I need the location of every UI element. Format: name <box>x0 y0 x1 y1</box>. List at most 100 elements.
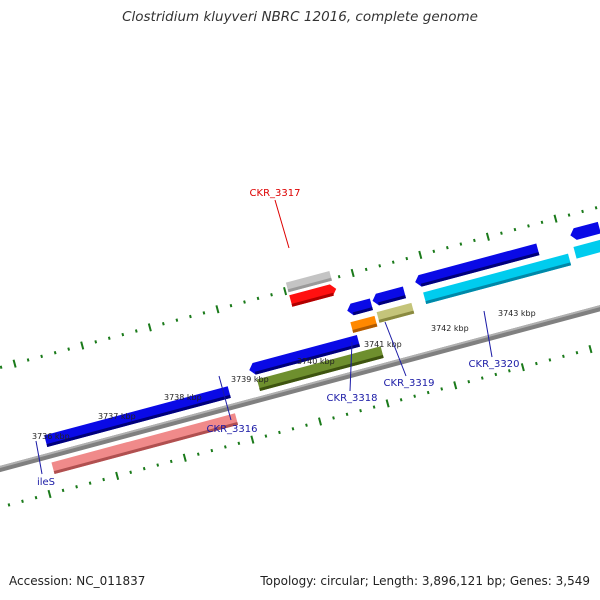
ruler-tick <box>88 481 92 485</box>
ruler-tick <box>500 231 503 235</box>
ruler-tick <box>372 405 376 409</box>
ruler-tick <box>364 267 368 272</box>
genome-summary-text: Topology: circular; Length: 3,896,121 bp… <box>260 574 590 588</box>
ruler-tick <box>270 293 273 297</box>
ruler-tick <box>53 351 57 355</box>
ruler-tick <box>229 303 233 308</box>
gene-CKR_3316[interactable] <box>248 335 360 376</box>
chromosome-backbone-highlight <box>0 227 600 476</box>
ruler-tick <box>21 499 24 503</box>
gene-label-CKR_3317[interactable]: CKR_3317 <box>250 188 301 199</box>
ruler-tick <box>94 340 98 344</box>
ruler-tick <box>391 260 395 264</box>
ruler-tick <box>61 488 65 493</box>
gene-labels[interactable]: CKR_3317 CKR_3316 CKR_3318 CKR_3319 CKR_… <box>37 188 520 488</box>
ruler-tick <box>175 318 179 322</box>
ruler-tick <box>540 220 544 225</box>
ruler-tick <box>102 477 105 482</box>
ruler-ticks <box>0 206 598 507</box>
ruler-label: 3737 kbp <box>98 412 136 421</box>
ruler-tick <box>202 311 206 315</box>
gene-CKR_3320[interactable] <box>414 243 540 287</box>
ruler-tick <box>223 445 227 449</box>
ruler-tick <box>378 264 382 268</box>
ruler-tick <box>7 503 11 507</box>
ruler-tick <box>453 381 458 390</box>
gene-label-CKR_3316[interactable]: CKR_3316 <box>207 424 258 435</box>
leader-CKR_3320 <box>483 310 493 358</box>
ruler-tick <box>548 358 552 362</box>
ruler-tick <box>399 398 403 402</box>
ruler-tick <box>115 471 120 481</box>
ruler-tick <box>337 274 341 279</box>
gene-CKR_3317[interactable] <box>285 270 338 307</box>
ruler-tick <box>142 466 146 471</box>
ruler-tick <box>418 250 423 260</box>
ruler-tick <box>291 427 295 431</box>
ruler-tick <box>47 489 52 499</box>
ruler-label: 3739 kbp <box>231 375 269 384</box>
ruler-tick <box>26 358 30 362</box>
ruler-tick <box>485 232 490 241</box>
ruler-tick <box>567 213 571 217</box>
ruler-tick <box>480 376 484 380</box>
ruler-tick <box>594 206 598 210</box>
ruler-tick <box>513 227 517 232</box>
ruler-tick <box>345 412 349 417</box>
ruler-tick <box>278 430 281 435</box>
ruler-tick <box>256 296 260 301</box>
ruler-tick <box>237 441 241 445</box>
ruler-tick <box>459 242 463 246</box>
ruler-label: 3740 kbp <box>297 357 335 366</box>
ruler-tick <box>210 448 214 453</box>
ruler-label: 3736 kbp <box>32 432 70 441</box>
ruler-tick <box>350 268 355 278</box>
ruler-tick <box>0 365 3 369</box>
gene-next-partial[interactable] <box>569 221 600 241</box>
leader-ileS <box>35 440 43 475</box>
ruler-tick <box>75 485 78 489</box>
gene-label-CKR_3319[interactable]: CKR_3319 <box>384 378 435 389</box>
ruler-tick <box>305 423 308 427</box>
leader-CKR_3317 <box>274 199 290 249</box>
ruler-tick <box>535 361 538 366</box>
ruler-tick <box>107 336 111 340</box>
ruler-tick <box>405 256 409 261</box>
gene-label-ileS[interactable]: ileS <box>37 477 55 488</box>
ruler-tick <box>129 470 133 474</box>
ruler-tick <box>67 347 71 351</box>
ruler-tick <box>385 399 390 408</box>
ruler-tick <box>473 238 476 243</box>
ruler-tick <box>440 387 444 391</box>
ruler-tick <box>507 369 511 373</box>
ruler-tick <box>134 329 138 333</box>
ruler-tick <box>520 363 525 372</box>
ruler-tick <box>182 453 187 462</box>
ruler-tick <box>575 350 579 355</box>
ruler-tick <box>432 249 436 253</box>
ruler-tick <box>40 354 44 359</box>
accession-text: Accession: NC_011837 <box>9 574 146 588</box>
ruler-labels: 3736 kbp 3737 kbp 3738 kbp 3739 kbp 3740… <box>32 309 536 441</box>
track-cyan-CKR_3320 <box>423 253 572 305</box>
ruler-tick <box>283 287 288 296</box>
gene-ileS-partial[interactable] <box>44 386 231 447</box>
ruler-tick <box>562 354 565 359</box>
gene-label-leaders <box>35 199 493 475</box>
ruler-tick <box>34 495 38 500</box>
ruler-tick <box>359 408 362 413</box>
gene-label-CKR_3320[interactable]: CKR_3320 <box>469 359 520 370</box>
ruler-tick <box>413 394 417 398</box>
ruler-tick <box>250 435 255 444</box>
ruler-tick <box>445 245 449 250</box>
ruler-tick <box>80 341 85 350</box>
gene-label-CKR_3318[interactable]: CKR_3318 <box>327 393 378 404</box>
gene-CKR_3318[interactable] <box>346 298 373 316</box>
track-olive-CKR_3319 <box>376 302 415 323</box>
ruler-tick <box>527 224 530 228</box>
gene-CKR_3319[interactable] <box>371 286 406 306</box>
ruler-label: 3741 kbp <box>364 340 402 349</box>
ruler-tick <box>467 379 471 384</box>
